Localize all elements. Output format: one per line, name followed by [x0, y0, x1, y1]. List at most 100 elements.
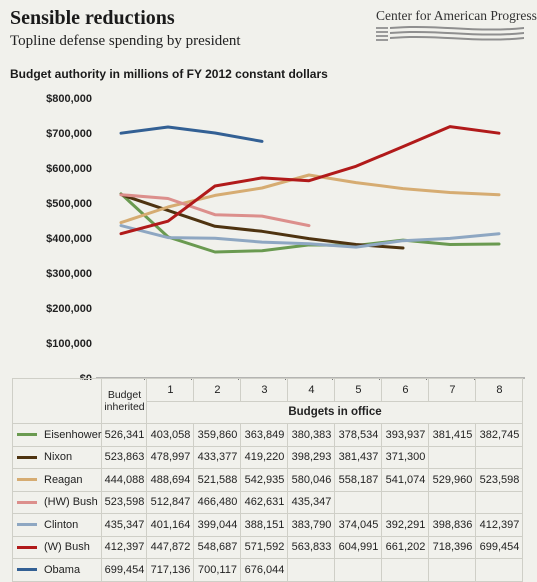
series-name: (HW) Bush — [44, 496, 98, 509]
inherited-label-line2: inherited — [104, 401, 145, 413]
data-label: 433,377 — [193, 445, 242, 469]
series-name: Nixon — [44, 451, 73, 464]
data-label: 435,347 — [287, 490, 336, 514]
legend-swatch — [17, 478, 37, 482]
data-label: 571,592 — [240, 535, 289, 559]
data-label: 718,396 — [428, 535, 477, 559]
data-label: 398,836 — [428, 513, 477, 537]
data-label: 444,088 — [101, 468, 148, 492]
y-axis-label: Budget authority in millions of FY 2012 … — [10, 67, 328, 81]
data-label — [428, 490, 477, 514]
inherited-label-line1: Budget — [107, 389, 142, 401]
data-label: 580,046 — [287, 468, 336, 492]
data-label: 383,790 — [287, 513, 336, 537]
data-label: 523,863 — [101, 445, 148, 469]
line-chart: $0 $100,000 $200,000 $300,000 $400,000 $500,0… — [46, 93, 525, 380]
data-label: 412,397 — [101, 535, 148, 559]
y-tick-label: $300,000 — [46, 268, 92, 280]
y-tick-label: $0 — [80, 373, 92, 380]
table-row: Obama 699,454 717,136 700,117 676,044 — [11, 558, 524, 582]
data-label: 529,960 — [428, 468, 477, 492]
data-label: 412,397 — [475, 513, 524, 537]
legend-swatch — [17, 433, 37, 437]
series-name: Eisenhower — [44, 428, 102, 441]
table-row: Eisenhower 526,341 403,058 359,860 363,849 38… — [11, 423, 524, 447]
legend-entry: Nixon — [11, 445, 103, 469]
x-axis-label: Budgets in office — [146, 400, 524, 424]
table-row: Clinton 435,347 401,164 399,044 388,151 383,7… — [11, 513, 524, 537]
legend-entry: (HW) Bush — [11, 490, 103, 514]
legend-entry: Clinton — [11, 513, 103, 537]
y-tick-label: $700,000 — [46, 128, 92, 140]
data-label: 381,437 — [334, 445, 383, 469]
data-label: 398,293 — [287, 445, 336, 469]
data-label: 676,044 — [240, 558, 289, 582]
data-label: 523,598 — [101, 490, 148, 514]
data-label: 717,136 — [146, 558, 195, 582]
x-tick-label: 2 — [193, 378, 242, 402]
data-label: 435,347 — [101, 513, 148, 537]
series-line-obama — [119, 125, 264, 143]
table-row: Reagan 444,088 488,694 521,588 542,935 580,04… — [11, 468, 524, 492]
x-tick-label: 1 — [146, 378, 195, 402]
data-label: 403,058 — [146, 423, 195, 447]
data-label: 380,383 — [287, 423, 336, 447]
series-name: (W) Bush — [44, 541, 90, 554]
legend-header-cell — [11, 378, 103, 424]
table-row: Nixon 523,863 478,997 433,377 419,220 398,293… — [11, 445, 524, 469]
data-label: 371,300 — [381, 445, 430, 469]
data-label: 359,860 — [193, 423, 242, 447]
data-label: 419,220 — [240, 445, 289, 469]
data-label: 393,937 — [381, 423, 430, 447]
data-label: 699,454 — [475, 535, 524, 559]
series-line-clinton — [119, 224, 501, 249]
data-label: 382,745 — [475, 423, 524, 447]
table-row: (HW) Bush 523,598 512,847 466,480 462,631 435… — [11, 490, 524, 514]
cap-logo: Center for American Progress — [376, 8, 537, 44]
legend-entry: Reagan — [11, 468, 103, 492]
data-label — [475, 490, 524, 514]
y-tick-label: $800,000 — [46, 93, 92, 105]
data-label: 661,202 — [381, 535, 430, 559]
series-line-w-bush — [119, 125, 501, 236]
series-line-hw-bush — [119, 193, 311, 228]
y-tick-label: $600,000 — [46, 163, 92, 175]
y-axis: $0 $100,000 $200,000 $300,000 $400,000 $500,0… — [46, 93, 92, 380]
data-label — [475, 445, 524, 469]
logo-text: Center for American Progress — [376, 8, 537, 23]
series-name: Reagan — [44, 473, 83, 486]
legend-entry: Eisenhower — [11, 423, 103, 447]
flag-stripes-icon — [376, 25, 524, 41]
y-tick-label: $200,000 — [46, 303, 92, 315]
data-label: 521,588 — [193, 468, 242, 492]
data-label: 378,534 — [334, 423, 383, 447]
inherited-header: Budget inherited — [101, 378, 148, 424]
data-label: 363,849 — [240, 423, 289, 447]
data-label: 604,991 — [334, 535, 383, 559]
data-label: 466,480 — [193, 490, 242, 514]
y-tick-label: $100,000 — [46, 338, 92, 350]
series-line-nixon — [119, 193, 405, 250]
data-label: 563,833 — [287, 535, 336, 559]
legend-swatch — [17, 455, 37, 459]
series-lines — [119, 125, 501, 254]
table-subheader-row: Budgets in office — [13, 400, 524, 424]
legend-swatch — [17, 500, 37, 504]
y-tick-label: $400,000 — [46, 233, 92, 245]
data-label: 542,935 — [240, 468, 289, 492]
data-label: 488,694 — [146, 468, 195, 492]
x-tick-label: 4 — [287, 378, 336, 402]
y-tick-label: $500,000 — [46, 198, 92, 210]
data-label: 541,074 — [381, 468, 430, 492]
chart-subtitle: Topline defense spending by president — [10, 33, 241, 49]
data-label: 558,187 — [334, 468, 383, 492]
data-table: Budget inherited 1 2 3 4 5 6 7 8 Budgets… — [11, 378, 524, 582]
chart-title: Sensible reductions — [10, 7, 175, 29]
data-label: 478,997 — [146, 445, 195, 469]
table-row: (W) Bush 412,397 447,872 548,687 571,592 563,… — [11, 535, 524, 559]
data-label — [428, 445, 477, 469]
series-name: Obama — [44, 563, 81, 576]
x-tick-label: 3 — [240, 378, 289, 402]
data-label: 381,415 — [428, 423, 477, 447]
data-label: 523,598 — [475, 468, 524, 492]
